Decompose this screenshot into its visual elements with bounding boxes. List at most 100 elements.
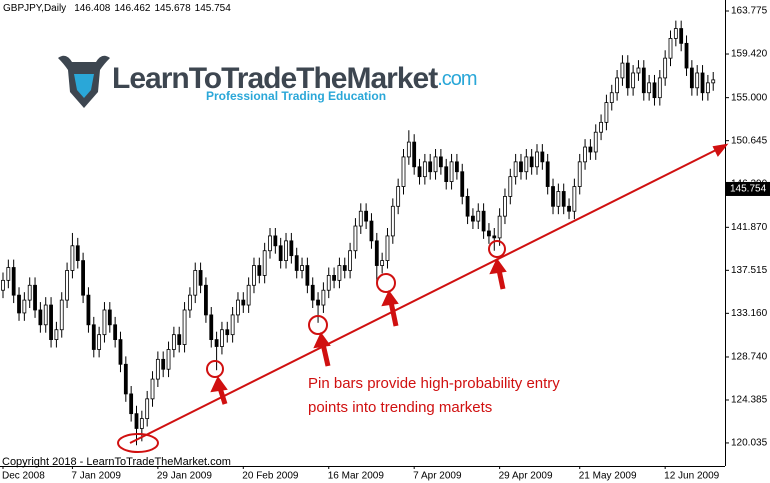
candle-body [540, 151, 545, 163]
candle-body [278, 245, 283, 262]
y-tick-label: 155.000 [731, 92, 768, 103]
y-tick-label: 163.775 [731, 6, 768, 17]
candle-body [1, 279, 5, 291]
candle-body [193, 270, 198, 296]
candle-body [129, 393, 134, 415]
pin-circle [117, 433, 159, 453]
candle-body [588, 146, 593, 153]
candle-body [545, 161, 550, 187]
candle-body [497, 215, 502, 239]
candle-body [358, 210, 363, 227]
candle-body [262, 250, 267, 276]
candle-body [604, 102, 609, 123]
pin-circle [376, 273, 396, 293]
candle-body [81, 260, 85, 296]
candle-body [321, 289, 326, 306]
candle-body [102, 309, 107, 336]
candle-body [556, 191, 561, 207]
x-tick-label: 21 May 2009 [579, 471, 637, 482]
candle-body [75, 245, 80, 262]
candles [1, 20, 716, 446]
y-tick-label: 137.515 [731, 265, 768, 276]
candle-body [444, 166, 449, 183]
candle-body [481, 210, 486, 232]
candle-body [145, 398, 150, 420]
candle-body [139, 418, 144, 429]
trend-line [129, 148, 719, 444]
header: GBPJPY,Daily 146.408 146.462 145.678 145.754 [3, 3, 231, 14]
candle-body [204, 284, 208, 316]
arrow-shaft [388, 301, 399, 327]
annotation-line: points into trending markets [308, 399, 492, 416]
arrow-head [489, 258, 507, 275]
candle-body [503, 196, 507, 217]
candle-body [492, 235, 497, 239]
candle-body [209, 314, 214, 341]
candle-body [374, 240, 379, 266]
candle-body [252, 265, 256, 286]
candle-body [615, 77, 619, 94]
candle-body [572, 186, 577, 212]
candle-body [700, 72, 705, 94]
candle-body [428, 161, 433, 173]
y-tick-label: 133.160 [731, 308, 768, 319]
logo: LearnToTradeTheMarket.com Professional T… [58, 55, 478, 108]
trend-annotations [117, 143, 729, 453]
y-tick-label: 124.385 [731, 395, 768, 406]
y-tick-label: 128.740 [731, 352, 768, 363]
candle-body [353, 225, 358, 252]
x-tick-label: 20 Feb 2009 [242, 471, 299, 482]
candle-body [187, 294, 192, 311]
candle-body [150, 378, 155, 400]
candle-body [177, 334, 182, 345]
candle-body [225, 329, 230, 336]
candle-body [107, 309, 112, 326]
candle-body [529, 156, 534, 168]
candle-body [123, 363, 128, 395]
candle-body [326, 275, 331, 291]
y-tick-label: 141.870 [731, 222, 768, 233]
candle-body [641, 67, 646, 94]
candle-body [631, 72, 636, 89]
candle-body [465, 196, 470, 217]
candle-body [38, 309, 43, 326]
candle-body [449, 161, 454, 183]
candle-body [689, 67, 694, 89]
candle-body [524, 156, 529, 173]
candle-body [535, 151, 539, 168]
candle-body [54, 329, 59, 341]
candle-body [433, 156, 438, 173]
candle-body [422, 161, 427, 178]
candle-body [182, 309, 187, 345]
last-price-box [726, 181, 770, 196]
candle-body [663, 57, 668, 79]
candle-body [65, 270, 69, 301]
candle-body [337, 265, 342, 281]
logo-icon-face [74, 74, 94, 98]
candle-body [27, 284, 32, 301]
candle-body [134, 413, 139, 429]
x-tick-label: 29 Apr 2009 [499, 471, 553, 482]
candle-body [406, 141, 411, 158]
y-tick-label: 159.420 [731, 49, 768, 60]
candle-body [198, 270, 203, 286]
candle-body [246, 284, 251, 306]
candle-body [471, 215, 475, 222]
candle-body [300, 265, 304, 271]
candle-body [657, 77, 662, 99]
candle-body [220, 329, 224, 347]
symbol: GBPJPY,Daily [3, 3, 66, 14]
candle-body [577, 161, 582, 187]
candle-body [6, 267, 11, 281]
x-tick-label: 16 Mar 2009 [328, 471, 385, 482]
arrow-head [381, 290, 399, 307]
logo-text: LearnToTradeTheMarket.com [112, 62, 477, 95]
candle-body [561, 191, 566, 207]
candle-body [476, 210, 481, 222]
last-price-label: 145.754 [730, 184, 767, 195]
candle-body [113, 324, 118, 341]
pin-circle [488, 240, 506, 258]
arrow-head [313, 332, 331, 349]
candle-body [679, 28, 684, 44]
